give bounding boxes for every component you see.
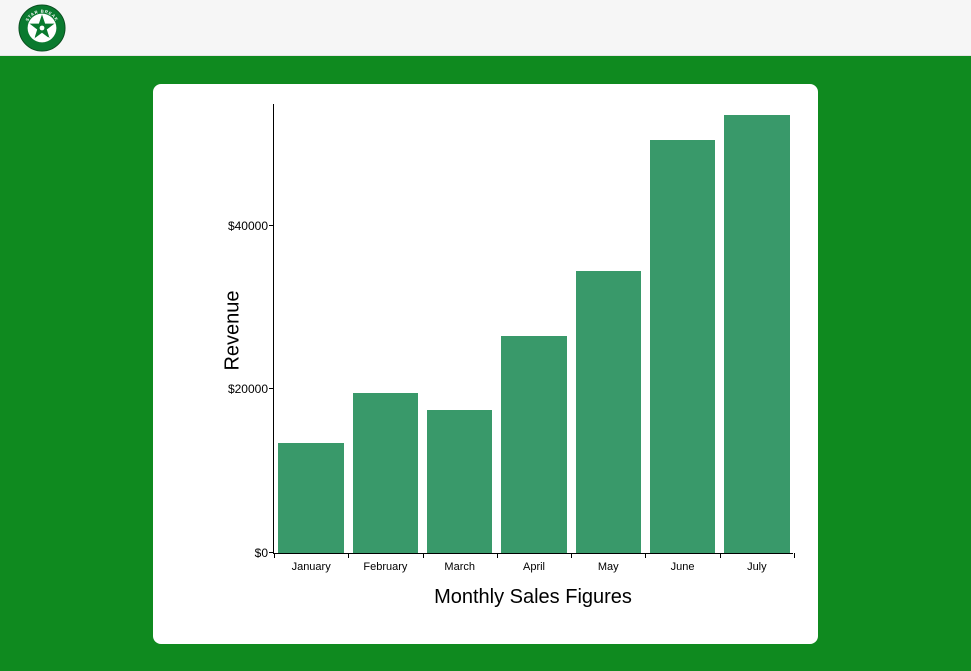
x-tick-label: March bbox=[444, 561, 475, 573]
bar bbox=[576, 271, 641, 553]
x-tick-label: February bbox=[363, 561, 407, 573]
bar bbox=[278, 443, 343, 553]
y-axis-title: Revenue bbox=[222, 290, 245, 370]
x-tick-mark bbox=[720, 553, 721, 558]
x-tick-mark bbox=[645, 553, 646, 558]
bar bbox=[427, 410, 492, 553]
x-tick-mark bbox=[497, 553, 498, 558]
bar bbox=[650, 140, 715, 553]
chart-card: $0 $20000 $40000 January February March April M… bbox=[153, 84, 818, 644]
x-tick-label: April bbox=[523, 561, 545, 573]
main-area: $0 $20000 $40000 January February March April M… bbox=[0, 56, 971, 671]
y-tick-label: $20000 bbox=[228, 382, 274, 396]
header-bar: STAR BREAK COFFEE bbox=[0, 0, 971, 56]
bar bbox=[724, 115, 789, 553]
brand-logo: STAR BREAK COFFEE bbox=[18, 4, 66, 52]
bar bbox=[353, 393, 418, 553]
x-axis-title: Monthly Sales Figures bbox=[434, 586, 632, 609]
x-tick-label: June bbox=[671, 561, 695, 573]
x-tick-mark bbox=[571, 553, 572, 558]
bar bbox=[501, 336, 566, 553]
x-tick-mark bbox=[348, 553, 349, 558]
y-tick-label: $0 bbox=[255, 546, 274, 560]
x-tick-mark bbox=[423, 553, 424, 558]
x-tick-mark bbox=[274, 553, 275, 558]
x-tick-label: May bbox=[598, 561, 619, 573]
plot-area: $0$20000$40000JanuaryFebruaryMarchAprilM… bbox=[273, 104, 793, 554]
x-tick-mark bbox=[794, 553, 795, 558]
x-tick-label: January bbox=[292, 561, 331, 573]
x-tick-label: July bbox=[747, 561, 767, 573]
y-tick-label: $40000 bbox=[228, 219, 274, 233]
